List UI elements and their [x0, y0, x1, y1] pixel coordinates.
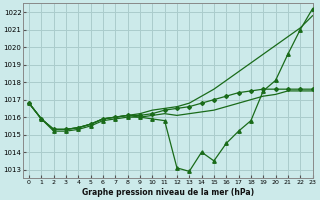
X-axis label: Graphe pression niveau de la mer (hPa): Graphe pression niveau de la mer (hPa): [82, 188, 254, 197]
